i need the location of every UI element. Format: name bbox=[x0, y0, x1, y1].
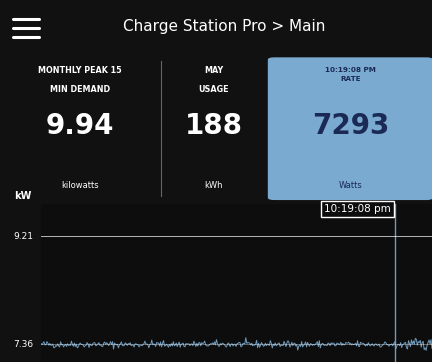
Text: 9.21: 9.21 bbox=[14, 232, 34, 240]
Text: kilowatts: kilowatts bbox=[61, 181, 99, 190]
Text: 10:19:08 pm: 10:19:08 pm bbox=[324, 204, 391, 214]
Text: kWh: kWh bbox=[205, 181, 223, 190]
Text: MONTHLY PEAK 15: MONTHLY PEAK 15 bbox=[38, 66, 122, 75]
Text: MAY: MAY bbox=[204, 66, 223, 75]
Text: Charge Station Pro > Main: Charge Station Pro > Main bbox=[124, 19, 326, 34]
Text: USAGE: USAGE bbox=[199, 85, 229, 94]
Text: 188: 188 bbox=[185, 112, 243, 140]
Text: Watts: Watts bbox=[339, 181, 362, 190]
Text: 7.36: 7.36 bbox=[14, 340, 34, 349]
Text: kW: kW bbox=[14, 191, 31, 201]
FancyBboxPatch shape bbox=[268, 57, 432, 200]
Text: MIN DEMAND: MIN DEMAND bbox=[50, 85, 110, 94]
Text: 9.94: 9.94 bbox=[46, 112, 114, 140]
Text: 7293: 7293 bbox=[311, 112, 389, 140]
Text: 10:19:08 PM
RATE: 10:19:08 PM RATE bbox=[325, 67, 376, 81]
